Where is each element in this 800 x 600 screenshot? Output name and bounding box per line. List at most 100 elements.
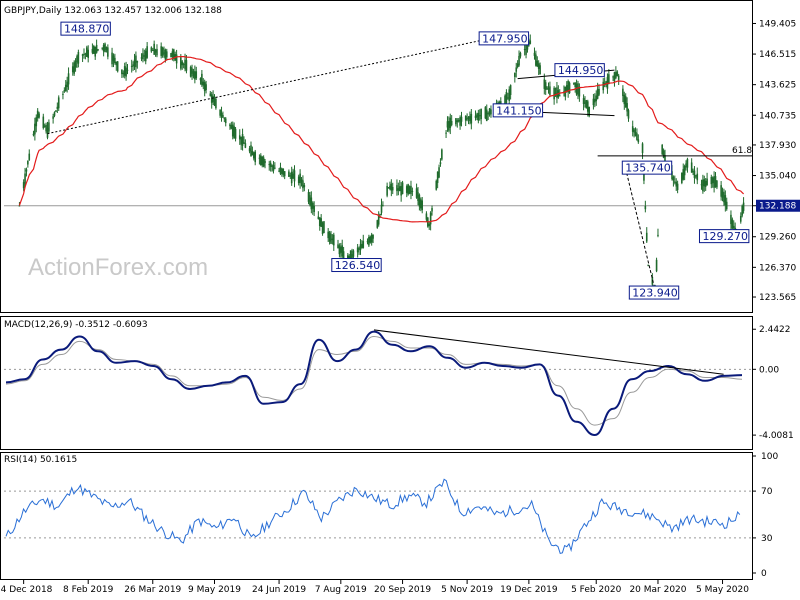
price-candle	[22, 182, 25, 189]
price-candle	[446, 121, 449, 128]
price-candle	[313, 205, 315, 213]
macd-trendline	[373, 329, 724, 375]
x-tick-label: 5 Feb 2020	[571, 585, 622, 595]
price-candle	[93, 45, 95, 54]
price-candle	[307, 192, 310, 202]
price-candle	[290, 171, 293, 184]
price-candle	[251, 151, 254, 156]
price-candle	[229, 124, 231, 127]
x-tick-label: 19 Dec 2019	[500, 585, 558, 595]
price-candle	[450, 120, 453, 126]
price-candle	[436, 171, 439, 183]
price-candle	[529, 40, 532, 44]
watermark: ActionForex.com	[28, 254, 208, 281]
price-candle	[318, 217, 321, 226]
price-candle	[612, 76, 614, 78]
price-candle	[401, 182, 404, 195]
price-candle	[398, 186, 401, 192]
price-candle	[191, 68, 193, 74]
price-candle	[695, 175, 697, 177]
price-candle	[83, 53, 85, 55]
price-candle	[24, 173, 26, 184]
price-candle	[135, 55, 137, 68]
price-candle	[595, 95, 598, 102]
price-candle	[379, 214, 381, 216]
value-label-box	[628, 285, 680, 300]
price-candle	[122, 72, 125, 75]
price-candle	[477, 112, 480, 121]
price-candle	[272, 164, 275, 171]
price-candle	[661, 144, 663, 155]
price-candle	[289, 175, 292, 177]
price-candle	[56, 106, 59, 109]
price-candle	[578, 86, 581, 97]
price-candle	[480, 108, 482, 120]
price-candle	[323, 221, 325, 234]
price-candle	[615, 72, 617, 79]
price-candle	[396, 185, 398, 192]
rsi-panel-title: RSI(14) 50.1615	[4, 455, 77, 465]
value-label: 135.740	[625, 162, 671, 175]
price-candle	[582, 98, 585, 104]
panel-frame-1	[0, 316, 753, 450]
value-label-box	[492, 103, 544, 118]
price-candle	[201, 73, 203, 85]
y-tick-label: 146.515	[759, 50, 796, 60]
price-candle	[533, 52, 536, 56]
value-label: 126.540	[335, 259, 381, 272]
price-candle	[240, 136, 242, 145]
price-candle	[173, 49, 175, 59]
price-candle	[544, 82, 547, 90]
price-candle	[376, 220, 379, 228]
price-candle	[369, 236, 372, 243]
rsi-y-tick-label: 70	[761, 487, 773, 497]
panel-frame-0	[0, 0, 753, 313]
price-candle	[250, 145, 252, 156]
price-candle	[596, 88, 599, 99]
x-tick-label: 20 Mar 2020	[629, 585, 686, 595]
moving-average-line	[18, 56, 745, 223]
price-candle	[261, 156, 264, 166]
macd-line	[5, 330, 743, 437]
price-candle	[212, 96, 214, 103]
y-tick-label: 123.565	[759, 293, 796, 303]
price-candle	[690, 162, 693, 173]
price-candle	[164, 49, 167, 60]
price-candle	[331, 238, 334, 241]
value-label-box	[621, 160, 673, 175]
price-candle	[311, 202, 314, 209]
price-candle	[35, 117, 38, 127]
price-candle	[627, 110, 630, 119]
price-candle	[317, 216, 320, 220]
price-candle	[52, 116, 54, 119]
price-candle	[77, 51, 80, 64]
price-candle	[730, 214, 732, 225]
price-candle	[53, 112, 56, 116]
price-candle	[210, 94, 213, 103]
price-candle	[94, 46, 97, 57]
value-label: 129.270	[702, 230, 748, 243]
price-candle	[144, 50, 147, 62]
price-candle	[48, 122, 50, 132]
price-candle	[721, 191, 724, 198]
price-candle	[397, 188, 400, 191]
price-candle	[700, 184, 703, 186]
y-tick-label: 126.370	[759, 263, 796, 273]
price-candle	[710, 176, 713, 185]
price-candle	[487, 113, 489, 115]
price-candle	[455, 118, 457, 125]
price-candle	[181, 61, 184, 66]
price-candle	[588, 106, 591, 117]
price-candle	[231, 124, 234, 137]
price-candle	[73, 62, 75, 74]
price-candle	[85, 47, 88, 57]
price-candle	[55, 110, 57, 112]
price-candle	[219, 109, 221, 116]
x-tick-label: 5 May 2020	[696, 585, 749, 595]
price-candle	[387, 187, 390, 189]
price-candle	[182, 64, 185, 66]
price-candle	[415, 188, 418, 198]
price-candle	[233, 126, 235, 139]
price-candle	[382, 205, 384, 207]
price-candle	[516, 63, 519, 68]
